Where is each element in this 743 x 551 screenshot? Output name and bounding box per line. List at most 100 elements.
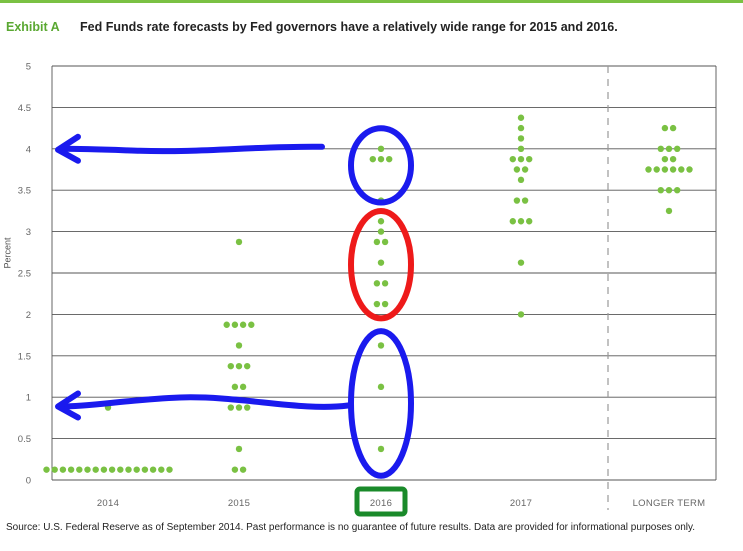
forecast-dot [377,145,385,152]
forecast-dot [373,238,381,246]
forecast-dot [235,238,243,246]
forecast-dot [235,342,243,349]
annotations [55,125,414,517]
x-category-label: 2017 [510,498,532,509]
forecast-dot [513,197,521,204]
forecast-dot [158,466,165,473]
y-tick-label: 1.5 [18,351,31,362]
forecast-dot [509,155,516,163]
forecast-dot [235,445,243,453]
forecast-dot [59,466,67,473]
forecast-dot [377,445,385,453]
forecast-dot [223,321,230,328]
forecast-dot [669,166,677,173]
forecast-dot [657,145,664,152]
forecast-dot [239,466,247,473]
forecast-dot [678,166,685,173]
forecast-dot [166,466,173,473]
forecast-dot [108,466,116,473]
forecast-dot [231,321,239,328]
forecast-dot [84,466,91,473]
forecast-dot [51,466,58,473]
fed-funds-chart: 0 0.5 1 1.5 2 2.5 3 3.5 4 4.5 5 2014 2015 2016 2017 LO… [18,62,717,517]
annotation-arrow [55,390,351,421]
forecast-dot [381,238,389,246]
forecast-dot [669,124,677,132]
forecast-dot [517,311,525,318]
x-category-labels: 2014 2015 2016 2017 LONGER TERM [97,498,706,509]
y-tick-label: 2.5 [18,269,31,280]
forecast-dot [377,342,385,349]
forecast-dot [381,300,389,308]
forecast-dot [235,362,243,370]
forecast-dot [100,466,108,473]
y-tick-label: 3 [26,227,31,238]
chart-title: Fed Funds rate forecasts by Fed governor… [80,20,618,34]
forecast-dot [665,145,673,152]
forecast-dot [369,155,376,163]
forecast-dot [227,362,234,370]
forecast-dot [231,466,239,473]
forecast-dot [526,218,533,225]
forecast-dot [526,155,533,163]
y-tick-label: 3.5 [18,186,31,197]
forecast-dot [653,166,660,173]
annotation-ellipse [348,328,414,479]
forecast-dot [244,362,251,370]
forecast-dot [686,166,693,173]
y-tick-label: 2 [26,310,31,321]
forecast-dot [661,155,669,163]
forecast-dot [674,187,681,194]
forecast-dot [661,166,669,173]
forecast-dot [377,383,385,391]
forecast-dot [92,466,99,473]
forecast-dot [373,300,381,308]
forecast-dot [509,218,516,225]
x-category-label: LONGER TERM [633,498,706,509]
top-rule [0,0,743,3]
forecast-dot [521,166,529,173]
forecast-dot [377,259,385,266]
source-note: Source: U.S. Federal Reserve as of Septe… [6,522,696,533]
arrow-head [55,133,81,164]
y-tick-label: 4 [26,144,31,155]
x-category-label: 2014 [97,498,119,509]
forecast-dot [669,155,677,163]
annotation-ellipse [348,125,414,206]
forecast-dot [517,124,525,132]
y-tick-labels: 0 0.5 1 1.5 2 2.5 3 3.5 4 4.5 5 [18,62,31,487]
forecast-dot [665,207,673,215]
forecast-dot [377,218,385,225]
forecast-dot [76,466,83,473]
y-tick-label: 1 [26,393,31,404]
forecast-dot [674,145,681,152]
forecast-dot [517,114,525,121]
forecast-dot [248,321,255,328]
forecast-dot [386,155,393,163]
forecast-dot [665,187,673,194]
forecast-dot [377,155,385,163]
annotation-highlight-box [354,486,408,517]
forecast-dot [517,176,525,184]
forecast-dot [67,466,75,473]
forecast-dot [117,466,124,473]
exhibit-label: Exhibit A [6,20,60,34]
y-tick-label: 4.5 [18,103,31,114]
annotation-ellipse [348,208,414,322]
forecast-dot [517,145,525,152]
forecast-dot [381,280,389,287]
arrow-shaft [59,143,325,155]
x-category-label: 2015 [228,498,250,509]
forecast-dot [517,259,525,266]
arrow-head [55,390,81,421]
forecast-dot [521,197,529,204]
y-tick-label: 0.5 [18,434,31,445]
x-category-label: 2016 [370,498,392,509]
forecast-dot [517,135,525,142]
forecast-dot [239,383,247,391]
annotation-arrow [55,133,325,164]
y-tick-label: 5 [26,62,31,73]
forecast-dot [235,404,243,411]
forecast-dot [517,155,525,163]
forecast-dot [231,383,239,391]
